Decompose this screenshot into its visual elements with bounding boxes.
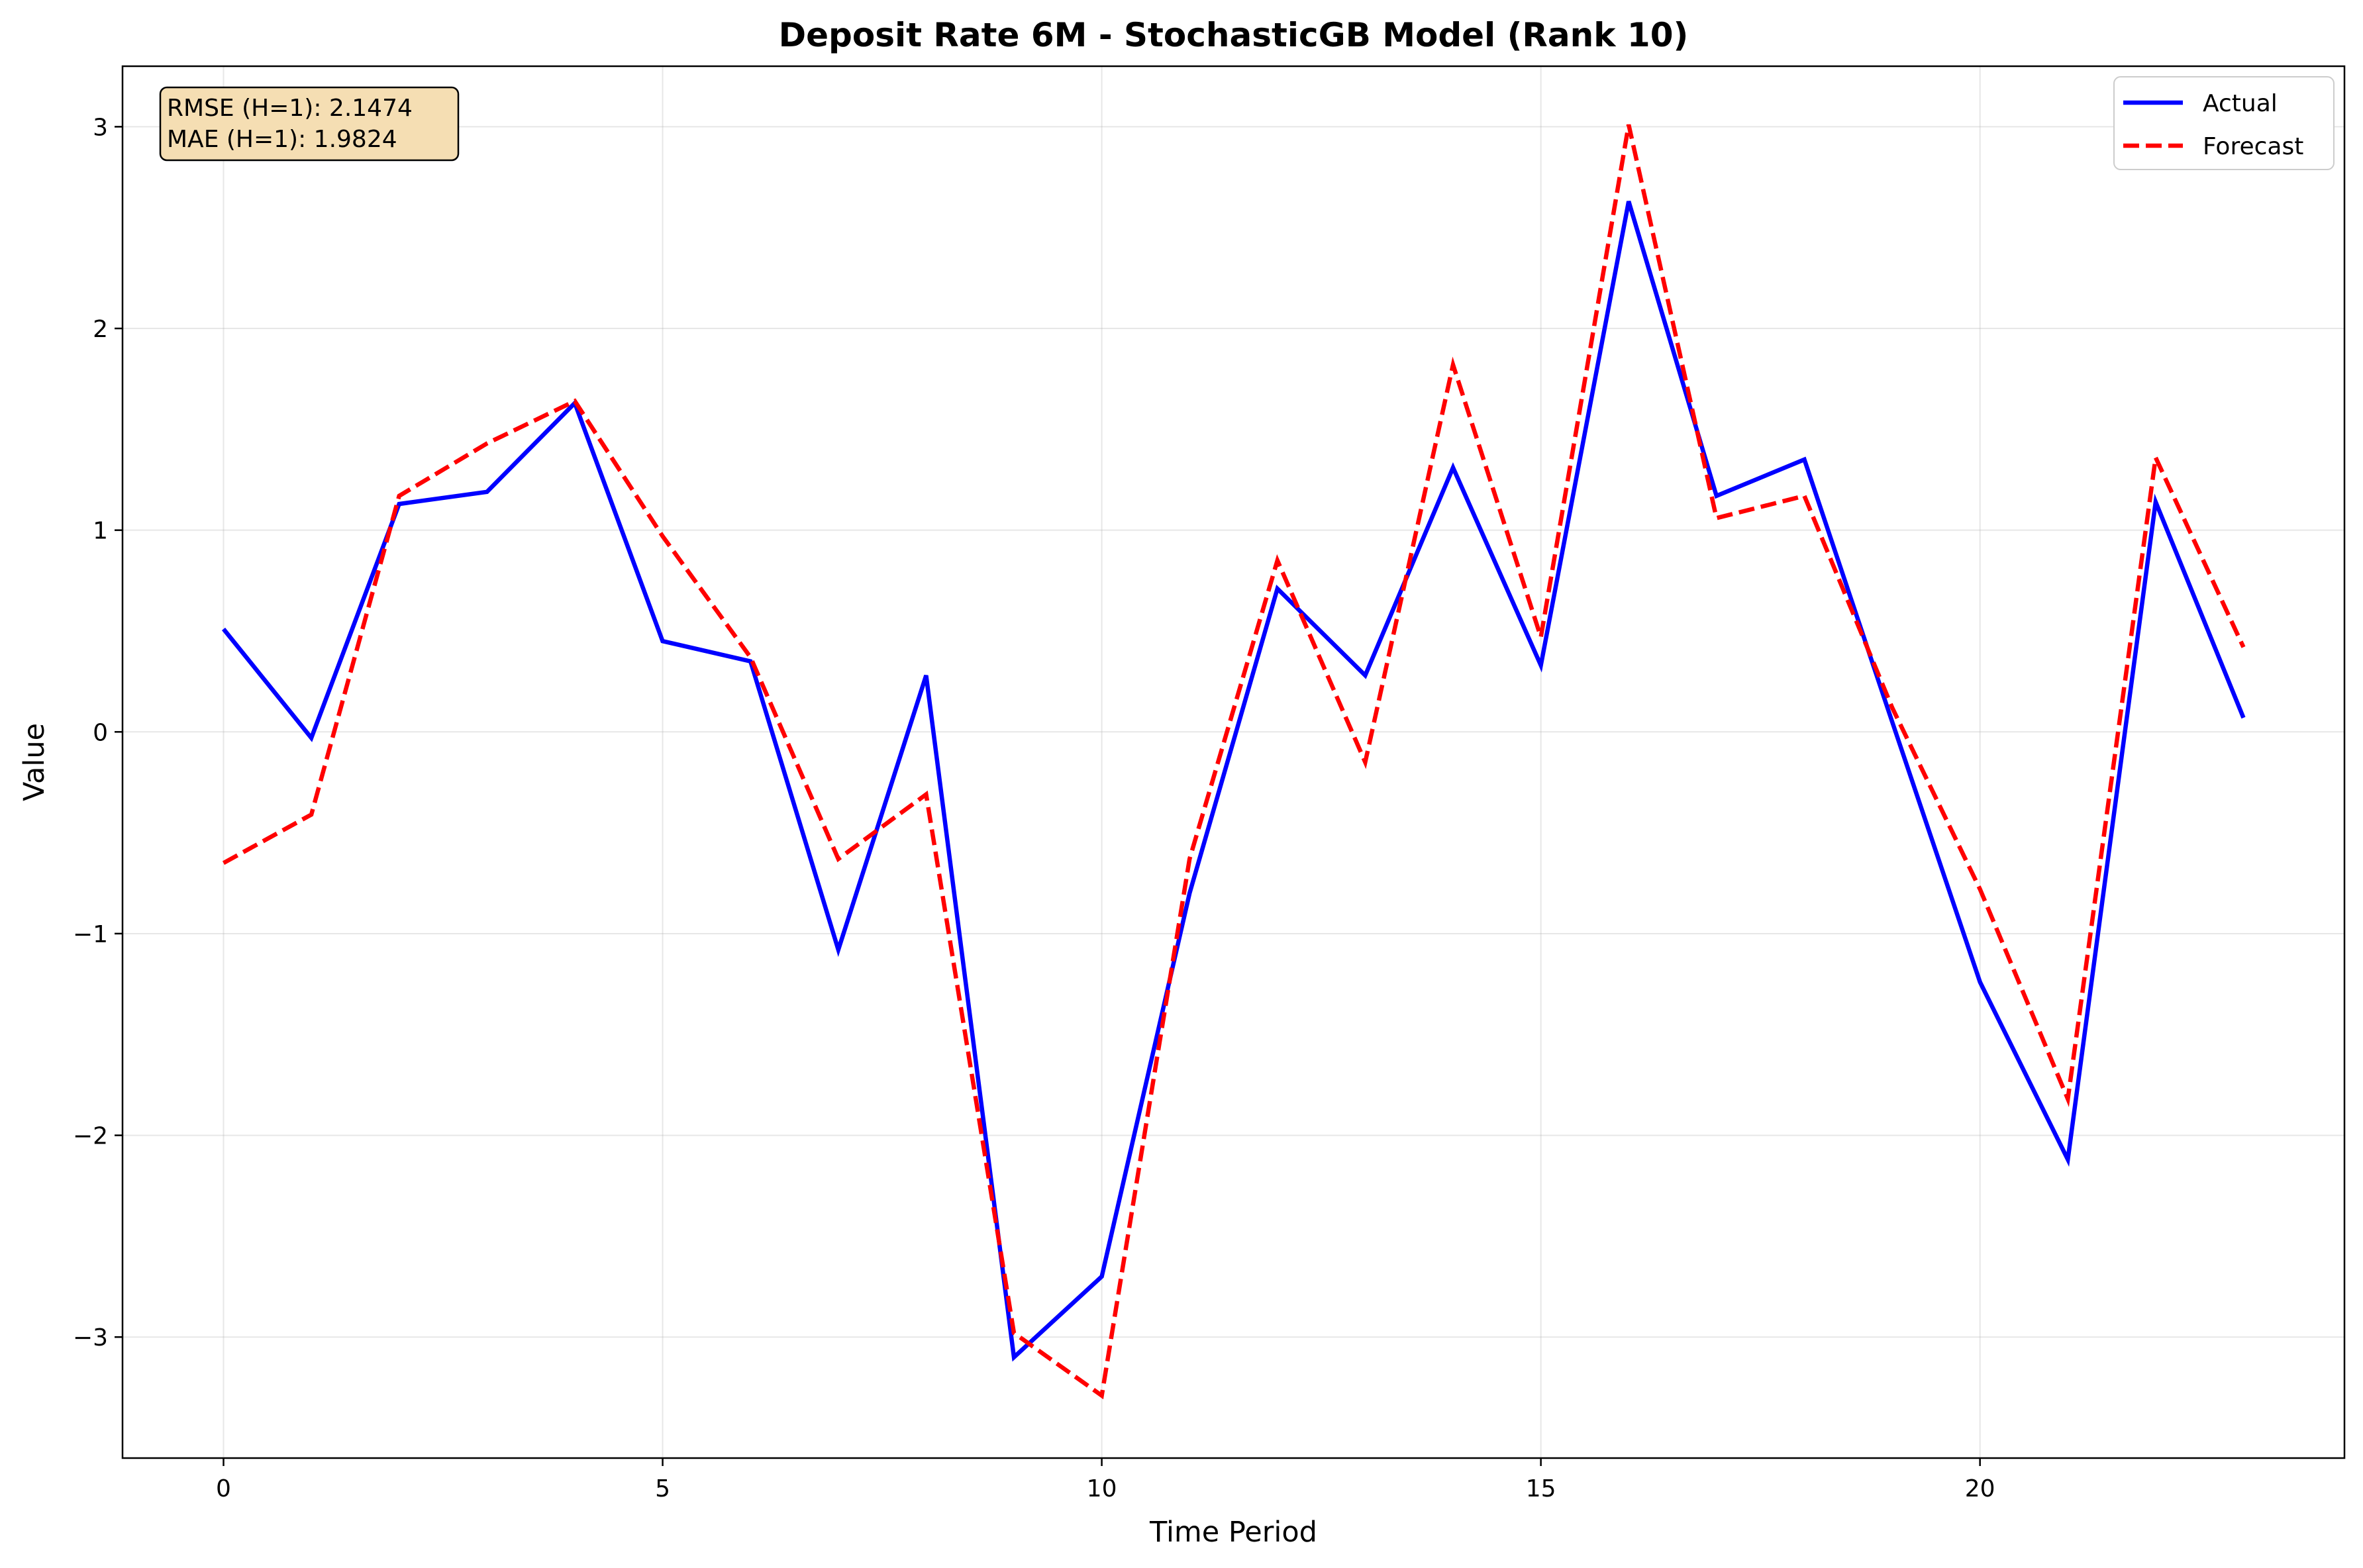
legend: Actual Forecast xyxy=(2113,76,2335,170)
mae-text: MAE (H=1): 1.9824 xyxy=(167,126,397,153)
plot-frame xyxy=(121,65,2346,1459)
metrics-annotation: RMSE (H=1): 2.1474 MAE (H=1): 1.9824 xyxy=(159,86,460,162)
metrics-background xyxy=(159,86,460,162)
x-axis-ticks: 0 5 10 15 20 xyxy=(216,1458,1995,1502)
chart-title: Deposit Rate 6M - StochasticGB Model (Ra… xyxy=(779,16,1689,54)
series-line-actual xyxy=(221,201,2246,1362)
x-tick-label: 0 xyxy=(216,1475,231,1502)
x-tick-label: 15 xyxy=(1526,1475,1556,1502)
y-tick-label: 1 xyxy=(93,518,108,545)
y-tick-label: −2 xyxy=(73,1123,108,1150)
rmse-text: RMSE (H=1): 2.1474 xyxy=(167,95,413,122)
legend-label-actual: Actual xyxy=(2203,90,2278,117)
legend-label-forecast: Forecast xyxy=(2203,133,2303,160)
y-tick-label: 3 xyxy=(93,114,108,141)
series-lines xyxy=(221,124,2246,1400)
grid xyxy=(123,66,2344,1458)
y-tick-label: −1 xyxy=(73,921,108,948)
y-tick-label: 2 xyxy=(93,316,108,343)
x-axis-label: Time Period xyxy=(1149,1516,1317,1549)
series-line-forecast xyxy=(222,124,2246,1400)
x-tick-label: 5 xyxy=(655,1475,670,1502)
y-tick-label: −3 xyxy=(73,1324,108,1351)
x-tick-label: 10 xyxy=(1087,1475,1117,1502)
y-axis-ticks: −3 −2 −1 0 1 2 3 xyxy=(73,114,123,1351)
y-tick-label: 0 xyxy=(93,719,108,746)
x-tick-label: 20 xyxy=(1965,1475,1995,1502)
y-axis-label: Value xyxy=(18,723,51,801)
